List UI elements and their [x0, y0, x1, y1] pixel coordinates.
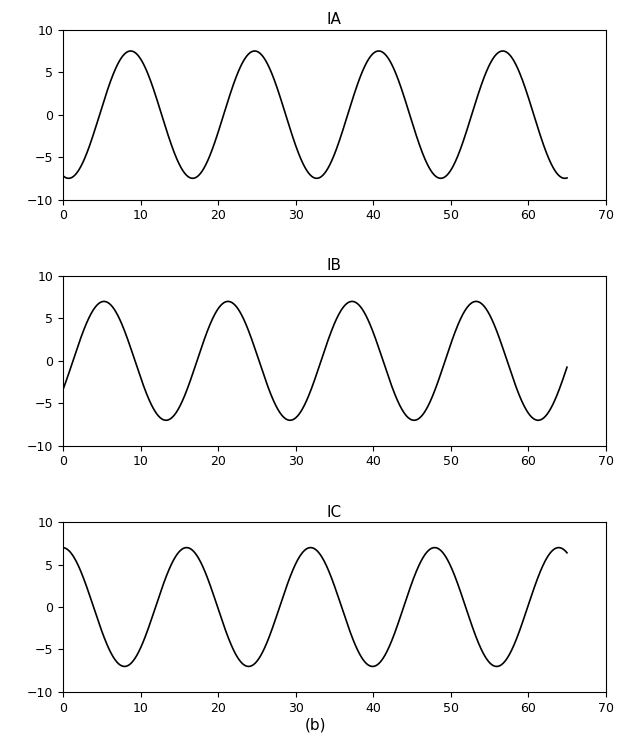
Title: IB: IB — [327, 258, 342, 273]
Title: IA: IA — [327, 12, 342, 28]
Text: (b): (b) — [305, 717, 326, 732]
Title: IC: IC — [327, 504, 342, 519]
